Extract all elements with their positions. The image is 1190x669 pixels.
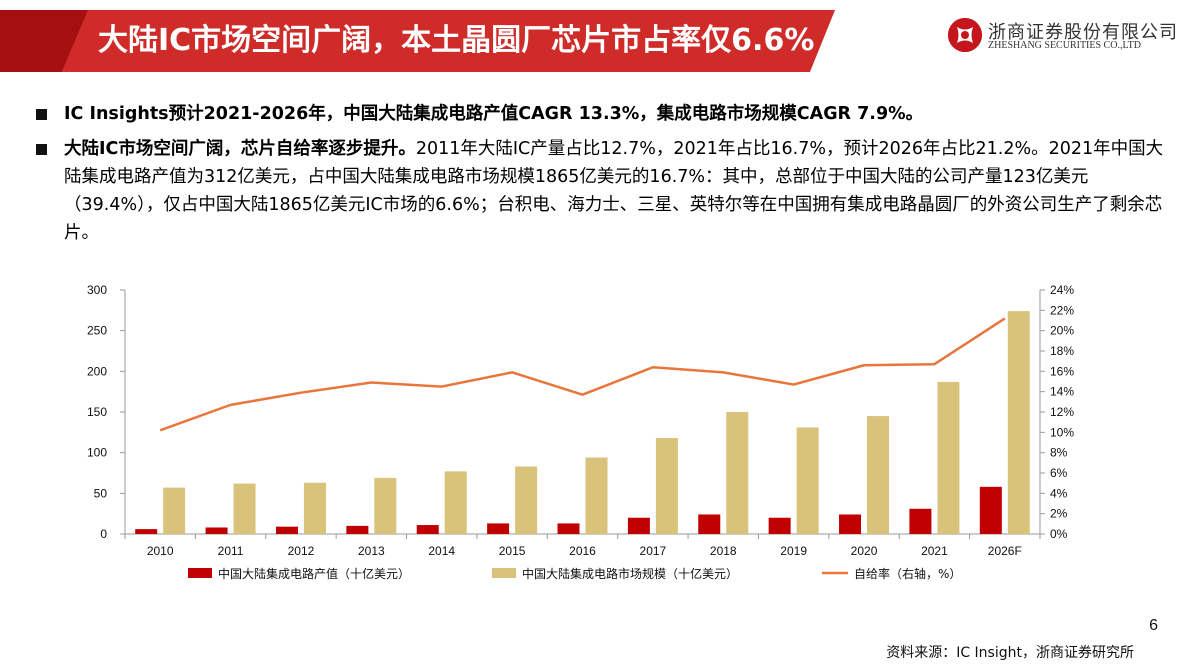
right-tick-label: 18% (1050, 344, 1074, 358)
left-tick-label: 200 (87, 364, 107, 378)
bar-market-2011 (233, 483, 256, 534)
bar-output-2011 (205, 527, 228, 534)
x-tick-label: 2010 (147, 544, 174, 558)
x-tick-label: 2016 (569, 544, 596, 558)
bar-market-2015 (515, 466, 538, 534)
page-title: 大陆IC市场空间广阔，本土晶圆厂芯片市占率仅6.6% (98, 23, 815, 58)
x-tick-label: 2019 (780, 544, 807, 558)
legend-label-market: 中国大陆集成电路市场规模（十亿美元） (522, 566, 738, 581)
legend-label-ratio: 自给率（右轴，%） (854, 566, 961, 581)
legend-label-output: 中国大陆集成电路产值（十亿美元） (218, 566, 410, 581)
right-tick-label: 0% (1050, 527, 1068, 541)
bar-output-2026F (979, 486, 1002, 534)
left-tick-label: 0 (100, 527, 107, 541)
bar-output-2015 (487, 523, 510, 534)
bar-output-2020 (839, 514, 862, 534)
right-tick-label: 22% (1050, 303, 1074, 317)
line-self-sufficiency (159, 317, 1006, 432)
bar-market-2026F (1007, 311, 1030, 534)
left-tick-label: 100 (87, 446, 107, 460)
bullet-square-icon (36, 144, 47, 155)
legend-swatch-market (492, 568, 516, 578)
bar-output-2016 (557, 523, 580, 534)
right-tick-label: 20% (1050, 324, 1074, 338)
legend-swatch-output (188, 568, 212, 578)
x-tick-label: 2011 (218, 544, 244, 558)
bar-market-2013 (374, 477, 397, 534)
combo-chart: 0 50 100 150 200 250 300 0% 2% 4% 6% 8% 10% 12% 14% 16%… (0, 270, 1190, 600)
logo-name-en: ZHESHANG SECURITIES CO.,LTD (988, 40, 1141, 51)
right-tick-label: 12% (1050, 405, 1074, 419)
bar-output-2018 (698, 514, 721, 534)
right-tick-label: 4% (1050, 486, 1068, 500)
bar-market-2021 (937, 381, 960, 534)
bar-output-2019 (768, 517, 791, 534)
x-tick-label: 2026F (988, 544, 1022, 558)
bar-output-2012 (275, 526, 298, 534)
x-tick-label: 2020 (851, 544, 878, 558)
bullet-square-icon (36, 109, 47, 120)
page-number: 6 (1149, 617, 1158, 634)
right-tick-label: 24% (1050, 283, 1074, 297)
bar-output-2017 (627, 517, 650, 534)
right-tick-label: 16% (1050, 364, 1074, 378)
bar-market-2014 (444, 471, 467, 534)
source-note: 资料来源：IC Insight，浙商证券研究所 (886, 645, 1134, 661)
company-logo: 浙商证券股份有限公司 ZHESHANG SECURITIES CO.,LTD (948, 14, 1178, 66)
left-tick-label: 250 (87, 324, 107, 338)
bullet-item-2: 大陆IC市场空间广阔，芯片自给率逐步提升。2011年大陆IC产量占比12.7%，… (36, 135, 1166, 247)
bullet-2-bold: 大陆IC市场空间广阔，芯片自给率逐步提升。 (64, 139, 416, 159)
x-tick-label: 2018 (710, 544, 737, 558)
x-tick-label: 2012 (288, 544, 315, 558)
chart-svg: 0 50 100 150 200 250 300 0% 2% 4% 6% 8% 10% 12% 14% 16%… (87, 283, 1074, 581)
bar-market-2019 (796, 427, 819, 534)
x-tick-label: 2013 (358, 544, 385, 558)
title-banner (0, 10, 835, 72)
x-tick-label: 2015 (499, 544, 526, 558)
bar-market-2012 (303, 482, 326, 534)
bar-output-2014 (416, 525, 439, 534)
bar-output-2013 (346, 525, 369, 534)
x-tick-label: 2014 (428, 544, 455, 558)
bar-market-2010 (163, 487, 186, 534)
right-tick-label: 8% (1050, 446, 1068, 460)
header: 大陆IC市场空间广阔，本土晶圆厂芯片市占率仅6.6% 浙商证券股份有限公司 ZH… (0, 0, 1190, 92)
bar-market-2016 (585, 457, 608, 534)
left-tick-label: 150 (87, 405, 107, 419)
bar-output-2021 (909, 508, 932, 534)
bullet-item-1: IC Insights预计2021-2026年，中国大陆集成电路产值CAGR 1… (36, 100, 1166, 128)
bar-market-2017 (655, 438, 678, 534)
bullet-list: IC Insights预计2021-2026年，中国大陆集成电路产值CAGR 1… (36, 100, 1166, 254)
right-tick-label: 10% (1050, 425, 1074, 439)
bar-market-2020 (867, 416, 890, 534)
right-tick-label: 14% (1050, 385, 1074, 399)
bar-market-2018 (726, 412, 749, 534)
bullet-2-text: 2011年大陆IC产量占比12.7%，2021年占比16.7%，预计2026年占… (64, 139, 1164, 243)
x-tick-label: 2021 (921, 544, 948, 558)
bar-output-2010 (135, 529, 158, 534)
left-tick-label: 300 (87, 283, 107, 297)
x-tick-label: 2017 (640, 544, 667, 558)
logo-name-cn: 浙商证券股份有限公司 (988, 22, 1178, 43)
right-tick-label: 2% (1050, 507, 1068, 521)
bullet-1-bold: IC Insights预计2021-2026年，中国大陆集成电路产值CAGR 1… (64, 104, 924, 124)
left-tick-label: 50 (94, 486, 108, 500)
logo-mark-icon (948, 18, 982, 52)
right-tick-label: 6% (1050, 466, 1068, 480)
